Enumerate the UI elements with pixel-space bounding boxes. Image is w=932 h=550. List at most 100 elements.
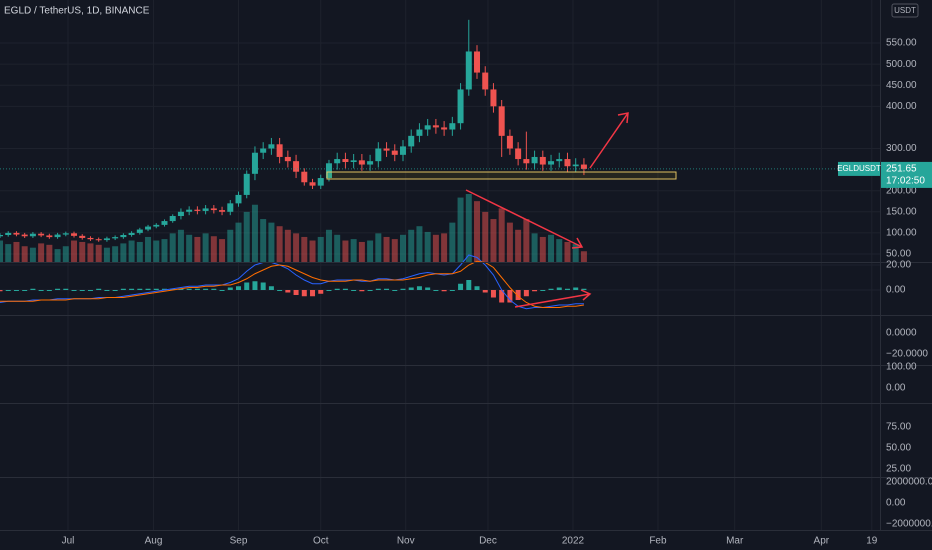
candle-body [572,164,579,167]
x-tick-label: Oct [313,536,329,547]
volume-bar [375,233,382,262]
arrow-macd [514,289,592,308]
chart-title: EGLD / TetherUS, 1D, BINANCE [4,6,150,17]
candle-body [5,232,12,235]
macd-histogram-bar [449,290,455,291]
volume-bar [0,240,3,262]
macd-histogram-bar [268,286,274,290]
pane-separators [0,0,932,531]
volume-bar [572,244,579,262]
pane-tick-label: 100.00 [886,362,917,373]
macd-histogram-bar [79,290,85,291]
macd-histogram-bar [532,290,538,292]
y-tick-label: 550.00 [886,38,917,49]
last-price-label: 251.65 [886,164,917,175]
macd-histogram-bar [318,290,324,294]
pane-tick-label: −2000000.00 [886,519,932,530]
macd-histogram-bar [0,290,3,292]
candle-body [128,232,135,235]
candle-body [375,148,382,162]
volume-bar [219,239,226,262]
macd-histogram-bar [38,290,44,291]
candle-body [21,234,28,237]
macd-histogram-bar [5,290,11,291]
candle-body [515,148,522,160]
candle-body [350,160,357,163]
candle-body [210,208,217,211]
volume-bar [136,241,143,262]
volume-bar [5,244,12,262]
candle-body [548,161,555,165]
macd-histogram-bar [112,290,118,291]
volume-bar [120,243,127,262]
candle-body [103,238,110,241]
macd-histogram-bar [55,288,61,290]
macd-histogram-bar [186,288,192,290]
volume-bar [564,241,571,262]
macd-histogram-bar [458,283,464,290]
candle-body [276,144,283,157]
candle-body [293,161,300,172]
candle-body [490,89,497,107]
volume-bar [432,234,439,262]
volume-bar [79,241,86,262]
x-tick-label: Sep [230,536,248,547]
currency: USDT [894,6,916,15]
volume-bar [457,197,464,262]
y-tick-label: 200.00 [886,185,917,196]
candle-body [161,221,168,225]
volume-bar [490,219,497,262]
volume-bar [383,236,390,262]
y-tick-label: 450.00 [886,80,917,91]
volume-bar [87,243,94,262]
macd-histogram-bar [293,290,299,295]
macd-histogram-bar [342,288,348,290]
candle-body [383,148,390,151]
candle-body [457,89,464,124]
volume-bar [358,241,365,262]
volume-bar [506,222,513,262]
macd-histogram-bar [96,288,102,290]
pane-tick-label: 0.00 [886,498,906,509]
volume-bar [424,231,431,262]
macd-histogram-bar [30,288,36,290]
last-price-box [881,161,932,188]
volume-bar [482,211,489,262]
volume-bar [301,236,308,262]
x-tick-label: 19 [866,536,878,547]
volume-bar [408,229,415,262]
macd-histogram-bar [277,290,283,291]
x-tick-label: Dec [479,536,497,547]
macd-histogram-bar [384,288,390,290]
volume-bar [177,229,184,262]
pane-tick-label: −20.0000 [886,349,928,360]
symbol-tag: EGLDUSDT [837,164,881,173]
candle-body [424,125,431,130]
macd-histogram-bar [499,290,505,303]
macd-histogram-bar [556,287,562,290]
macd-histogram-bar [178,288,184,290]
macd-histogram-bar [252,281,258,290]
volume-bar [169,233,176,262]
y-tick-label: 20.00 [886,260,911,271]
x-tick-label: Nov [397,536,415,547]
candle-body [449,123,456,130]
candle-body [309,182,316,186]
macd-histogram-bar [137,288,143,290]
macd-histogram-bar [523,290,529,297]
volume-bar [293,233,300,262]
candle-body [145,226,152,230]
y-tick-label: 400.00 [886,101,917,112]
macd-histogram-bar [392,290,398,291]
candle-body [317,178,324,186]
candle-body [358,160,365,165]
y-tick-label: 150.00 [886,206,917,217]
y-tick-label: 500.00 [886,59,917,70]
macd-histogram-bar [359,290,365,292]
volume-bar [515,229,522,262]
candle-body [564,159,571,167]
candle-body [334,159,341,164]
volume-bar [268,222,275,262]
